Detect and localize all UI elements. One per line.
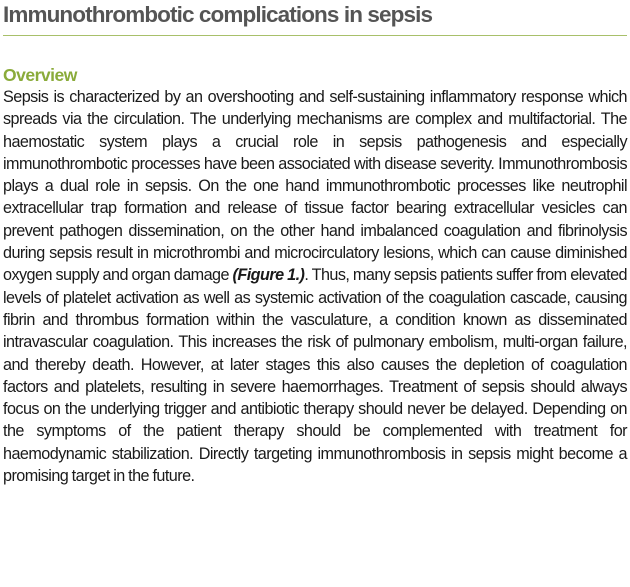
figure-reference[interactable]: (Figure 1.) bbox=[232, 266, 305, 285]
paragraph-text-end: . Thus, many sepsis patients suffer from… bbox=[3, 266, 628, 486]
title-divider bbox=[3, 35, 627, 36]
section-heading: Overview bbox=[3, 65, 77, 85]
section-paragraph: Sepsis is characterized by an overshooti… bbox=[3, 86, 628, 487]
page-title: Immunothrombotic complications in sepsis bbox=[3, 2, 433, 27]
paragraph-text-start: Sepsis is characterized by an overshooti… bbox=[3, 88, 628, 285]
